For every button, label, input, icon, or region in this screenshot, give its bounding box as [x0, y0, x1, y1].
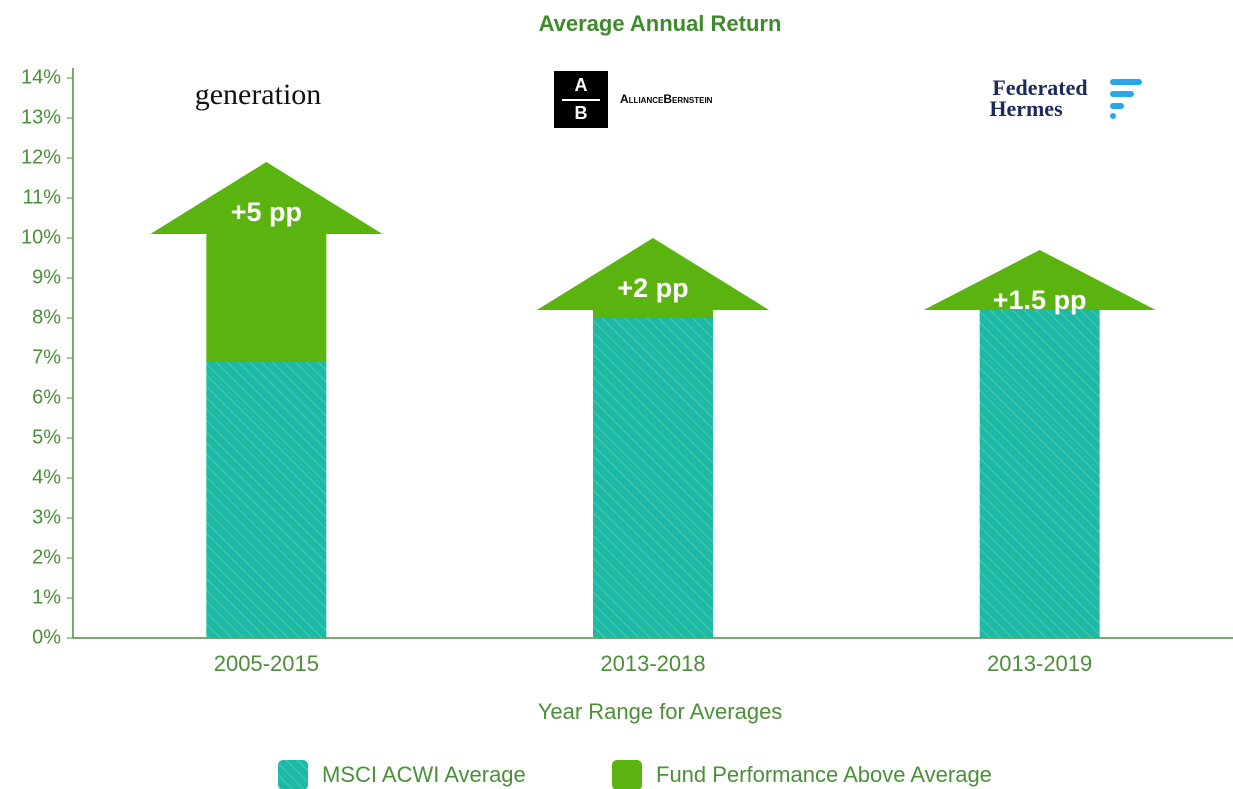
logo-text: AllianceBernstein: [620, 92, 713, 106]
y-tick-label: 14%: [21, 66, 61, 88]
y-tick-label: 6%: [32, 386, 61, 408]
logo-text: generation: [195, 78, 322, 111]
arrow: [923, 250, 1156, 310]
x-axis-title: Year Range for Averages: [538, 699, 783, 724]
value-label: +5 pp: [231, 197, 302, 227]
y-tick-label: 13%: [21, 106, 61, 128]
bar: [593, 318, 713, 638]
legend-swatch: [612, 760, 642, 789]
y-tick-label: 12%: [21, 146, 61, 168]
value-label: +1.5 pp: [993, 285, 1087, 315]
legend-label: Fund Performance Above Average: [656, 762, 992, 787]
y-tick-label: 9%: [32, 266, 61, 288]
x-tick-label: 2005-2015: [214, 651, 319, 676]
arrow: [537, 238, 769, 318]
x-tick-label: 2013-2019: [987, 651, 1092, 676]
legend-swatch: [278, 760, 308, 789]
bar: [206, 362, 327, 638]
y-tick-label: 4%: [32, 466, 61, 488]
arrow: [150, 162, 383, 362]
y-tick-label: 8%: [32, 306, 61, 328]
x-tick-label: 2013-2018: [600, 651, 705, 676]
y-tick-label: 7%: [32, 346, 61, 368]
logo-icon: [1110, 79, 1142, 119]
bar: [979, 310, 1100, 638]
logo-letter: A: [575, 75, 588, 95]
logo-letter: B: [575, 103, 588, 123]
y-tick-label: 2%: [32, 546, 61, 568]
y-tick-label: 3%: [32, 506, 61, 528]
value-label: +2 pp: [617, 273, 688, 303]
y-tick-label: 10%: [21, 226, 61, 248]
y-tick-label: 5%: [32, 426, 61, 448]
y-tick-label: 0%: [32, 626, 61, 648]
legend-label: MSCI ACWI Average: [322, 762, 526, 787]
y-tick-label: 1%: [32, 586, 61, 608]
y-tick-label: 11%: [22, 186, 61, 208]
logo-text: Federated: [992, 75, 1087, 100]
logo-text: Hermes: [989, 96, 1063, 121]
chart-title: Average Annual Return: [539, 11, 782, 36]
